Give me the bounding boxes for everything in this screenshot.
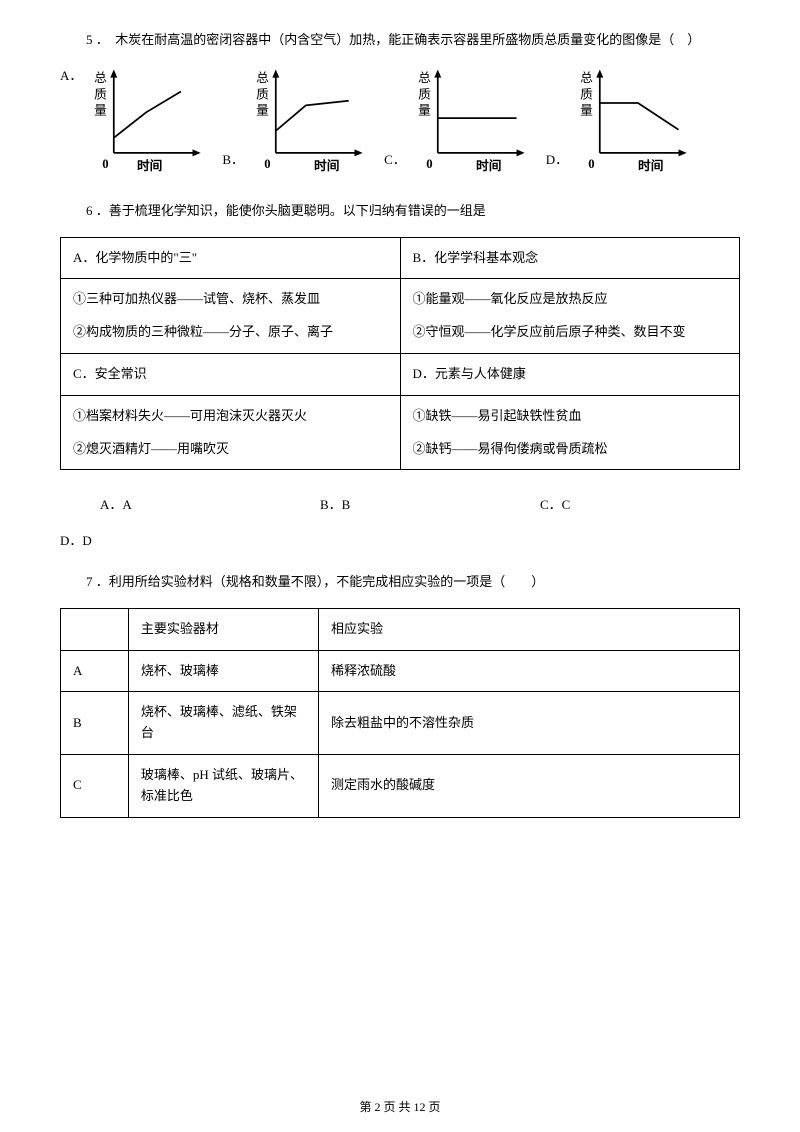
q6-r4c1a: ①档案材料失火——可用泡沫灭火器灭火 [73, 406, 388, 427]
q7-rA1: A [61, 650, 129, 692]
graph-c-xlabel: 时间 [476, 158, 501, 173]
graph-b-svg: 总 质 量 0 时间 [249, 66, 379, 176]
graph-d-ylabel-1: 总 [580, 71, 593, 85]
table-row: 主要实验器材 相应实验 [61, 608, 740, 650]
q5-option-a-label: A． [60, 66, 82, 87]
q5-option-d-label: D． [546, 150, 568, 171]
graph-b-ylabel-1: 总 [256, 71, 269, 85]
q6-r4c2a: ①缺铁——易引起缺铁性贫血 [413, 406, 728, 427]
q7-rB2: 烧杯、玻璃棒、滤纸、铁架台 [128, 692, 318, 755]
graph-b-line [276, 101, 349, 131]
q6-text: 6 ．善于梳理化学知识，能使你头脑更聪明。以下归纳有错误的一组是 [60, 201, 740, 222]
graph-a-xarrow [193, 149, 201, 156]
graph-b-yarrow [272, 69, 279, 77]
q6-r3c1: C．安全常识 [61, 353, 401, 395]
q6-r4c2: ①缺铁——易引起缺铁性贫血 ②缺钙——易得佝偻病或骨质疏松 [400, 395, 740, 470]
q6-r2c2a: ①能量观——氧化反应是放热反应 [413, 289, 728, 310]
page-footer: 第 2 页 共 12 页 [359, 1098, 440, 1117]
q6-r3c2: D．元素与人体健康 [400, 353, 740, 395]
q6-r4c1: ①档案材料失火——可用泡沫灭火器灭火 ②熄灭酒精灯——用嘴吹灭 [61, 395, 401, 470]
table-row: C 玻璃棒、pH 试纸、玻璃片、标准比色 测定雨水的酸碱度 [61, 754, 740, 817]
q6-opt-a: A．A [100, 495, 280, 516]
graph-a-ylabel-3: 量 [94, 103, 107, 117]
graph-d-origin: 0 [588, 157, 594, 171]
graph-c-origin: 0 [426, 157, 432, 171]
graph-c-yarrow [434, 69, 441, 77]
q5-number: 5 [86, 32, 93, 47]
graph-a-ylabel-2: 质 [94, 87, 107, 101]
graph-c: 总 质 量 0 时间 [411, 66, 541, 176]
graph-d-line [600, 103, 679, 130]
q7-rB3: 除去粗盐中的不溶性杂质 [319, 692, 740, 755]
q7-rA2: 烧杯、玻璃棒 [128, 650, 318, 692]
graph-b: 总 质 量 0 时间 [249, 66, 379, 176]
graph-d-svg: 总 质 量 0 时间 [573, 66, 703, 176]
graph-d-ylabel-2: 质 [580, 87, 593, 101]
q6-r1c1: A．化学物质中的"三" [61, 237, 401, 279]
q7-rC3: 测定雨水的酸碱度 [319, 754, 740, 817]
graph-c-ylabel-3: 量 [418, 103, 431, 117]
q6-options: A．A B．B C．C [60, 495, 740, 516]
table-row: A．化学物质中的"三" B．化学学科基本观念 [61, 237, 740, 279]
q7-text: 7 ．利用所给实验材料（规格和数量不限），不能完成相应实验的一项是（ ） [60, 572, 740, 593]
q6-r2c1b: ②构成物质的三种微粒——分子、原子、离子 [73, 322, 388, 343]
q6-r2c2: ①能量观——氧化反应是放热反应 ②守恒观——化学反应前后原子种类、数目不变 [400, 279, 740, 354]
graph-b-origin: 0 [264, 157, 270, 171]
q7-rA3: 稀释浓硫酸 [319, 650, 740, 692]
q5-graphs: A． 总 质 量 0 时间 B． 总 质 量 0 时间 [60, 66, 740, 176]
graph-c-xarrow [516, 149, 524, 156]
q6-r4c2b: ②缺钙——易得佝偻病或骨质疏松 [413, 439, 728, 460]
q7-h3: 相应实验 [319, 608, 740, 650]
graph-b-ylabel-2: 质 [256, 87, 269, 101]
table-row: ①三种可加热仪器——试管、烧杯、蒸发皿 ②构成物质的三种微粒——分子、原子、离子… [61, 279, 740, 354]
table-row: ①档案材料失火——可用泡沫灭火器灭火 ②熄灭酒精灯——用嘴吹灭 ①缺铁——易引起… [61, 395, 740, 470]
graph-a-yarrow [111, 69, 118, 77]
graph-c-ylabel-2: 质 [418, 87, 431, 101]
graph-c-svg: 总 质 量 0 时间 [411, 66, 541, 176]
q6-number: 6 [86, 203, 93, 218]
q5-option-c-label: C． [384, 150, 406, 171]
q7-table: 主要实验器材 相应实验 A 烧杯、玻璃棒 稀释浓硫酸 B 烧杯、玻璃棒、滤纸、铁… [60, 608, 740, 818]
q6-table: A．化学物质中的"三" B．化学学科基本观念 ①三种可加热仪器——试管、烧杯、蒸… [60, 237, 740, 471]
graph-a-origin: 0 [103, 157, 109, 171]
q5-text: 5 ． 木炭在耐高温的密闭容器中（内含空气）加热，能正确表示容器里所盛物质总质量… [60, 30, 740, 51]
q6-content: ．善于梳理化学知识，能使你头脑更聪明。以下归纳有错误的一组是 [96, 203, 486, 218]
q6-r1c2: B．化学学科基本观念 [400, 237, 740, 279]
q5-content: ． 木炭在耐高温的密闭容器中（内含空气）加热，能正确表示容器里所盛物质总质量变化… [96, 32, 701, 47]
q7-h2: 主要实验器材 [128, 608, 318, 650]
graph-a: 总 质 量 0 时间 [87, 66, 217, 176]
q6-opt-b: B．B [320, 495, 500, 516]
graph-d: 总 质 量 0 时间 [573, 66, 703, 176]
graph-d-xlabel: 时间 [638, 158, 663, 173]
table-row: A 烧杯、玻璃棒 稀释浓硫酸 [61, 650, 740, 692]
graph-a-svg: 总 质 量 0 时间 [87, 66, 217, 176]
graph-b-ylabel-3: 量 [256, 103, 269, 117]
q5-option-b-label: B． [222, 150, 244, 171]
graph-d-ylabel-3: 量 [580, 103, 593, 117]
q7-content: ．利用所给实验材料（规格和数量不限），不能完成相应实验的一项是（ ） [96, 574, 545, 589]
graph-c-ylabel-1: 总 [418, 71, 431, 85]
graph-a-xlabel: 时间 [137, 158, 162, 173]
table-row: C．安全常识 D．元素与人体健康 [61, 353, 740, 395]
q7-number: 7 [86, 574, 93, 589]
q6-r2c1: ①三种可加热仪器——试管、烧杯、蒸发皿 ②构成物质的三种微粒——分子、原子、离子 [61, 279, 401, 354]
graph-b-xlabel: 时间 [314, 158, 339, 173]
graph-a-ylabel-1: 总 [94, 71, 107, 85]
q6-r2c1a: ①三种可加热仪器——试管、烧杯、蒸发皿 [73, 289, 388, 310]
graph-a-line [114, 91, 181, 137]
graph-d-xarrow [679, 149, 687, 156]
graph-b-xarrow [355, 149, 363, 156]
q7-h1 [61, 608, 129, 650]
q6-opt-d: D．D [60, 531, 740, 552]
graph-d-yarrow [596, 69, 603, 77]
q6-r2c2b: ②守恒观——化学反应前后原子种类、数目不变 [413, 322, 728, 343]
q7-rC1: C [61, 754, 129, 817]
q6-opt-c: C．C [540, 495, 720, 516]
table-row: B 烧杯、玻璃棒、滤纸、铁架台 除去粗盐中的不溶性杂质 [61, 692, 740, 755]
q7-rB1: B [61, 692, 129, 755]
q6-r4c1b: ②熄灭酒精灯——用嘴吹灭 [73, 439, 388, 460]
q7-rC2: 玻璃棒、pH 试纸、玻璃片、标准比色 [128, 754, 318, 817]
